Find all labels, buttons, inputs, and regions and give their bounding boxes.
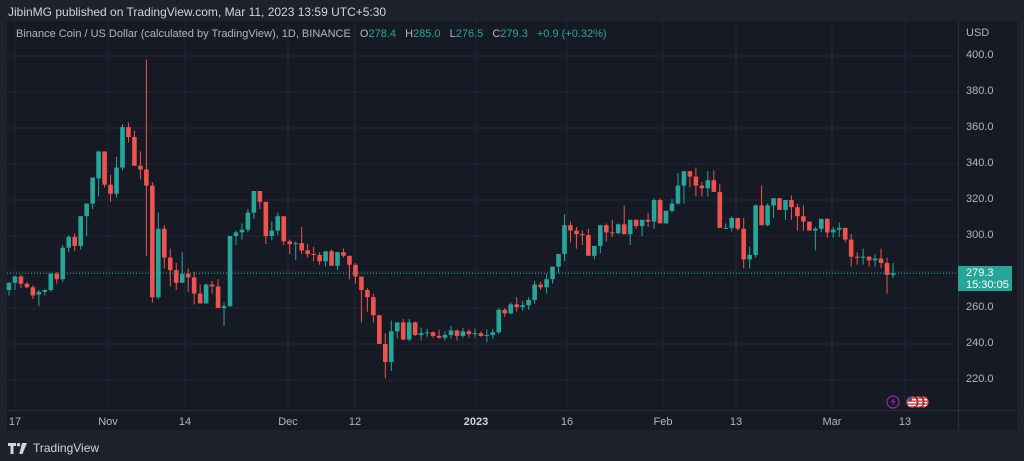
- time-tick: Mar: [822, 416, 842, 428]
- time-tick: 16: [560, 416, 574, 428]
- open-value: 278.4: [368, 28, 396, 40]
- symbol-legend: Binance Coin / US Dollar (calculated by …: [16, 28, 607, 40]
- time-tick: Nov: [98, 416, 118, 428]
- low-value: 276.5: [455, 28, 484, 40]
- last-price: 279.3: [966, 267, 994, 279]
- open-label: O: [359, 28, 369, 40]
- tradingview-logo-icon: [8, 442, 27, 454]
- symbol-title[interactable]: Binance Coin / US Dollar (calculated by …: [16, 28, 351, 40]
- footer-brand[interactable]: TradingView: [8, 441, 99, 455]
- price-tick: 260.0: [966, 301, 994, 313]
- time-tick: Feb: [653, 416, 673, 428]
- last-price-tag: 279.3 15:30:05: [958, 266, 1012, 291]
- change-value: +0.9 (+0.32%): [536, 28, 607, 40]
- publisher-line: JibinMG published on TradingView.com, Ma…: [8, 5, 387, 19]
- close-label: C: [492, 28, 501, 40]
- chart-pane[interactable]: [7, 21, 1017, 430]
- price-tick: 300.0: [966, 229, 994, 241]
- close-value: 279.3: [500, 28, 528, 40]
- price-tick: 240.0: [966, 337, 994, 349]
- price-tick: 400.0: [966, 49, 994, 61]
- price-axis-divider: [958, 21, 959, 430]
- low-label: L: [449, 28, 456, 40]
- brand-label: TradingView: [33, 441, 100, 455]
- price-tick: 320.0: [966, 193, 994, 205]
- bar-countdown: 15:30:05: [966, 279, 1009, 291]
- time-tick: 2023: [463, 416, 489, 428]
- currency-label[interactable]: USD: [966, 27, 990, 39]
- price-tick: 340.0: [966, 157, 994, 169]
- time-axis-divider: [7, 410, 1017, 411]
- price-tick: 380.0: [966, 85, 994, 97]
- time-tick: Dec: [278, 416, 298, 428]
- high-label: H: [405, 28, 414, 40]
- time-tick: 17: [8, 416, 22, 428]
- time-tick: 13: [729, 416, 743, 428]
- time-tick: 12: [348, 416, 362, 428]
- time-tick: 14: [178, 416, 192, 428]
- price-tick: 220.0: [966, 373, 994, 385]
- price-tick: 360.0: [966, 121, 994, 133]
- high-value: 285.0: [413, 28, 441, 40]
- time-tick: 13: [898, 416, 912, 428]
